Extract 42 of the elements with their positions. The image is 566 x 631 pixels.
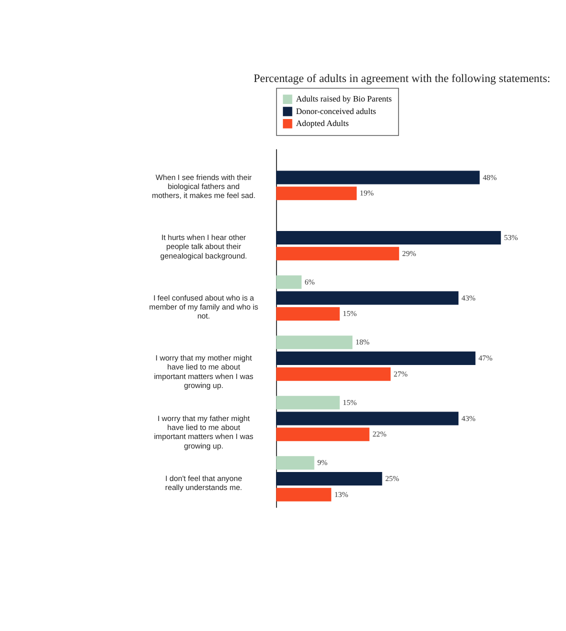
y-tick-label: I feel confused about who is a member of my family and who is not. xyxy=(149,293,258,321)
bar xyxy=(276,170,480,184)
legend-label: Adults raised by Bio Parents xyxy=(296,94,392,104)
y-tick-label: It hurts when I hear other people talk about their genealogical background. xyxy=(160,233,248,260)
data-label: 47% xyxy=(478,354,494,363)
bar xyxy=(276,231,501,244)
data-label: 43% xyxy=(462,414,476,423)
data-label: 53% xyxy=(504,233,519,242)
data-label: 9% xyxy=(317,458,328,468)
bar xyxy=(276,428,370,442)
data-label: 18% xyxy=(356,338,370,347)
data-label: 48% xyxy=(482,172,498,182)
data-label: 29% xyxy=(402,248,417,258)
y-tick-label: I don't feel that anyone really understands me. xyxy=(165,474,242,492)
chart-title: Percentage of adults in agreement with the following statements: xyxy=(254,73,550,86)
bar xyxy=(276,396,340,410)
bar xyxy=(276,352,476,366)
data-label: 6% xyxy=(304,277,316,286)
bar xyxy=(276,336,352,350)
legend-label: Adopted Adults xyxy=(296,118,349,128)
bar xyxy=(276,472,382,486)
data-label: 22% xyxy=(372,430,388,439)
bar xyxy=(276,412,458,426)
y-tick-label: I worry that my mother might have lied to me about important matters when I was growing up. xyxy=(154,354,254,390)
legend-label: Donor-conceived adults xyxy=(296,106,376,116)
bar xyxy=(276,456,314,470)
data-label: 43% xyxy=(462,293,476,302)
bar xyxy=(276,307,340,321)
bar xyxy=(276,246,400,260)
bar xyxy=(276,186,357,200)
y-tick-label: When I see friends with their biological fathers and mothers, it makes me feel sad. xyxy=(152,172,256,200)
y-tick-label: I worry that my father might have lied to me about important matters when I was growing up. xyxy=(154,414,254,450)
data-label: 19% xyxy=(360,188,374,198)
bar xyxy=(276,488,332,502)
data-label: 27% xyxy=(394,369,408,378)
data-label: 15% xyxy=(342,309,358,318)
bar xyxy=(276,367,391,381)
bar xyxy=(276,291,458,305)
bar xyxy=(276,275,302,289)
data-label: 25% xyxy=(385,474,400,484)
data-label: 13% xyxy=(334,490,349,499)
data-label: 15% xyxy=(342,398,358,407)
